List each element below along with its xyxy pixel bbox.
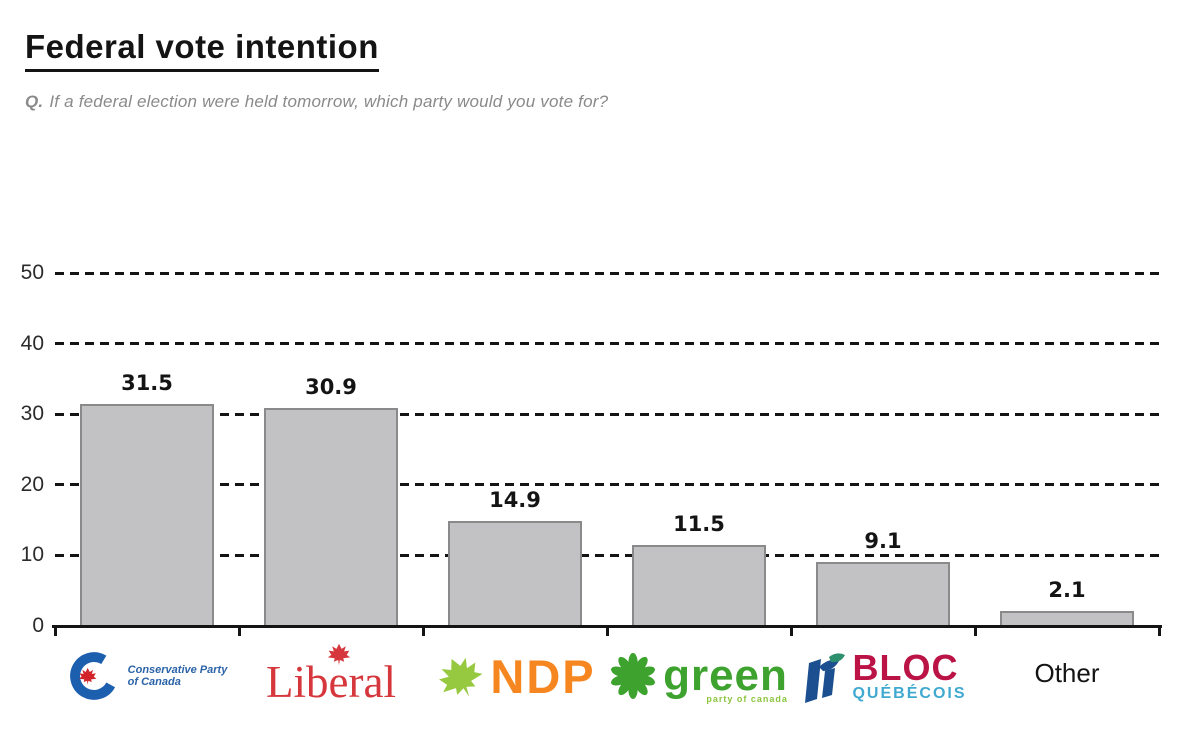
x-axis-tick (974, 628, 977, 636)
conservative-text-line1: Conservative Party (127, 664, 228, 676)
x-axis-line (52, 625, 1162, 628)
gridline-30 (55, 412, 1159, 416)
x-axis-tick (790, 628, 793, 636)
bar-value-label: 2.1 (1048, 578, 1086, 603)
y-tick-label: 40 (20, 331, 44, 355)
y-tick-label: 30 (20, 402, 44, 426)
bar-value-label: 30.9 (305, 374, 357, 399)
x-axis-tick (606, 628, 609, 636)
bloc-logo-icon (805, 653, 846, 703)
ndp-leaf-icon (439, 657, 483, 697)
conservative-text-line2: of Canada (127, 676, 181, 688)
category-liberal: Liberal (239, 632, 423, 718)
bar-0 (80, 403, 214, 626)
bar-value-label: 11.5 (673, 511, 725, 536)
gridline-50 (55, 271, 1159, 275)
y-tick-label: 0 (32, 614, 44, 637)
y-tick-label: 10 (20, 543, 44, 567)
x-axis-labels: Conservative Party of Canada Liberal (55, 632, 1159, 718)
question-label: Q. (25, 92, 44, 111)
green-flower-icon (611, 653, 656, 699)
liberal-maple-leaf-icon (327, 643, 350, 666)
category-conservative: Conservative Party of Canada (55, 632, 239, 718)
conservative-logo-icon (69, 652, 118, 700)
survey-question: Q. If a federal election were held tomorr… (25, 92, 608, 112)
category-ndp: NDP (423, 632, 607, 718)
bar-5 (1000, 611, 1134, 626)
category-green: green party of canada (607, 632, 791, 718)
gridline-10 (55, 553, 1159, 557)
bloc-logo-text: BLOC (852, 647, 959, 688)
gridline-20 (55, 483, 1159, 487)
question-text: If a federal election were held tomorrow… (49, 92, 609, 111)
gridline-40 (55, 342, 1159, 346)
conservative-logo-text: Conservative Party of Canada (128, 664, 228, 688)
ndp-logo-text: NDP (490, 650, 596, 703)
category-bloc: BLOC QUÉBÉCOIS (791, 632, 975, 718)
x-axis-tick (238, 628, 241, 636)
bloc-logo-subtext: QUÉBÉCOIS (852, 685, 967, 702)
liberal-logo-text: Liberal (266, 657, 396, 707)
bar-value-label: 14.9 (489, 487, 541, 512)
y-tick-label: 20 (20, 472, 44, 496)
y-tick-label: 50 (20, 261, 44, 284)
category-other: Other (975, 632, 1159, 718)
bar-1 (264, 407, 398, 626)
x-axis-tick (1158, 628, 1161, 636)
bar-4 (816, 561, 950, 626)
bar-2 (448, 520, 582, 626)
other-label: Other (1034, 657, 1100, 688)
bar-value-label: 31.5 (121, 370, 173, 395)
page-title: Federal vote intention (25, 28, 379, 72)
green-logo-text: green (663, 651, 788, 700)
bar-value-label: 9.1 (864, 528, 902, 553)
bar-3 (632, 544, 766, 626)
x-axis-tick (422, 628, 425, 636)
x-axis-tick (54, 628, 57, 636)
green-logo-subtext: party of canada (706, 694, 788, 704)
